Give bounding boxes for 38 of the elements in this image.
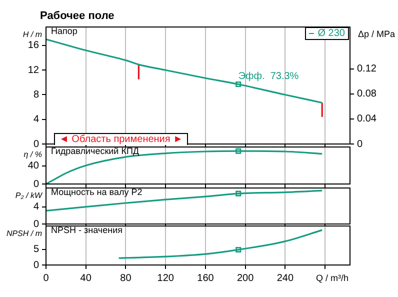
y-axis-title: NPSH / m (6, 229, 42, 238)
y-axis-title: η / % (24, 150, 42, 159)
y-tick-label: 5 (33, 244, 40, 256)
legend-label: Ø 230 (318, 28, 345, 39)
y-tick-label: 16 (28, 40, 40, 52)
y-axis-title: P₂ / kW (15, 191, 42, 200)
chart-subtitle: Гидравлический КПД (51, 146, 140, 156)
chart-subtitle: NPSH - значения (51, 225, 122, 235)
y-axis-title: H / m (22, 30, 42, 39)
chart-title: Рабочее поле (40, 10, 114, 22)
y-tick-label: 4 (33, 202, 40, 213)
x-tick-label: 40 (80, 272, 92, 284)
y-tick-label: 0 (33, 178, 40, 190)
x-tick-label: 240 (276, 272, 294, 284)
y-tick-label: 12 (28, 64, 40, 76)
x-tick-label: 120 (157, 272, 174, 284)
y2-tick-label: 0.08 (357, 88, 377, 100)
annotation: ◄ Область применения ► (54, 133, 188, 145)
x-tick-label: 0 (43, 272, 50, 284)
y-tick-label: 40 (28, 160, 40, 172)
y-tick-label: 8 (33, 89, 40, 100)
y2-tick-label: 0 (357, 138, 363, 150)
y-tick-label: 0 (33, 260, 40, 271)
y-tick-label: 0 (33, 138, 40, 150)
x-tick-label: 160 (197, 272, 214, 284)
x-tick-label: 200 (237, 272, 254, 284)
y2-axis-title: Δp / MPa (358, 29, 396, 39)
line-series (46, 190, 323, 212)
y-tick-label: 4 (33, 114, 40, 126)
x-tick-label: 80 (120, 272, 132, 284)
y2-tick-label: 0.04 (357, 114, 377, 125)
y-tick-label: 0 (33, 218, 40, 230)
chart-subtitle: Напор (51, 26, 78, 36)
chart-subtitle: Мощность на валу P2 (51, 187, 142, 197)
x-axis-title: Q / m³/h (316, 273, 349, 283)
annotation: Эфф. 73.3% (238, 71, 299, 82)
line-series (46, 38, 323, 104)
y2-tick-label: 0.12 (357, 64, 377, 75)
